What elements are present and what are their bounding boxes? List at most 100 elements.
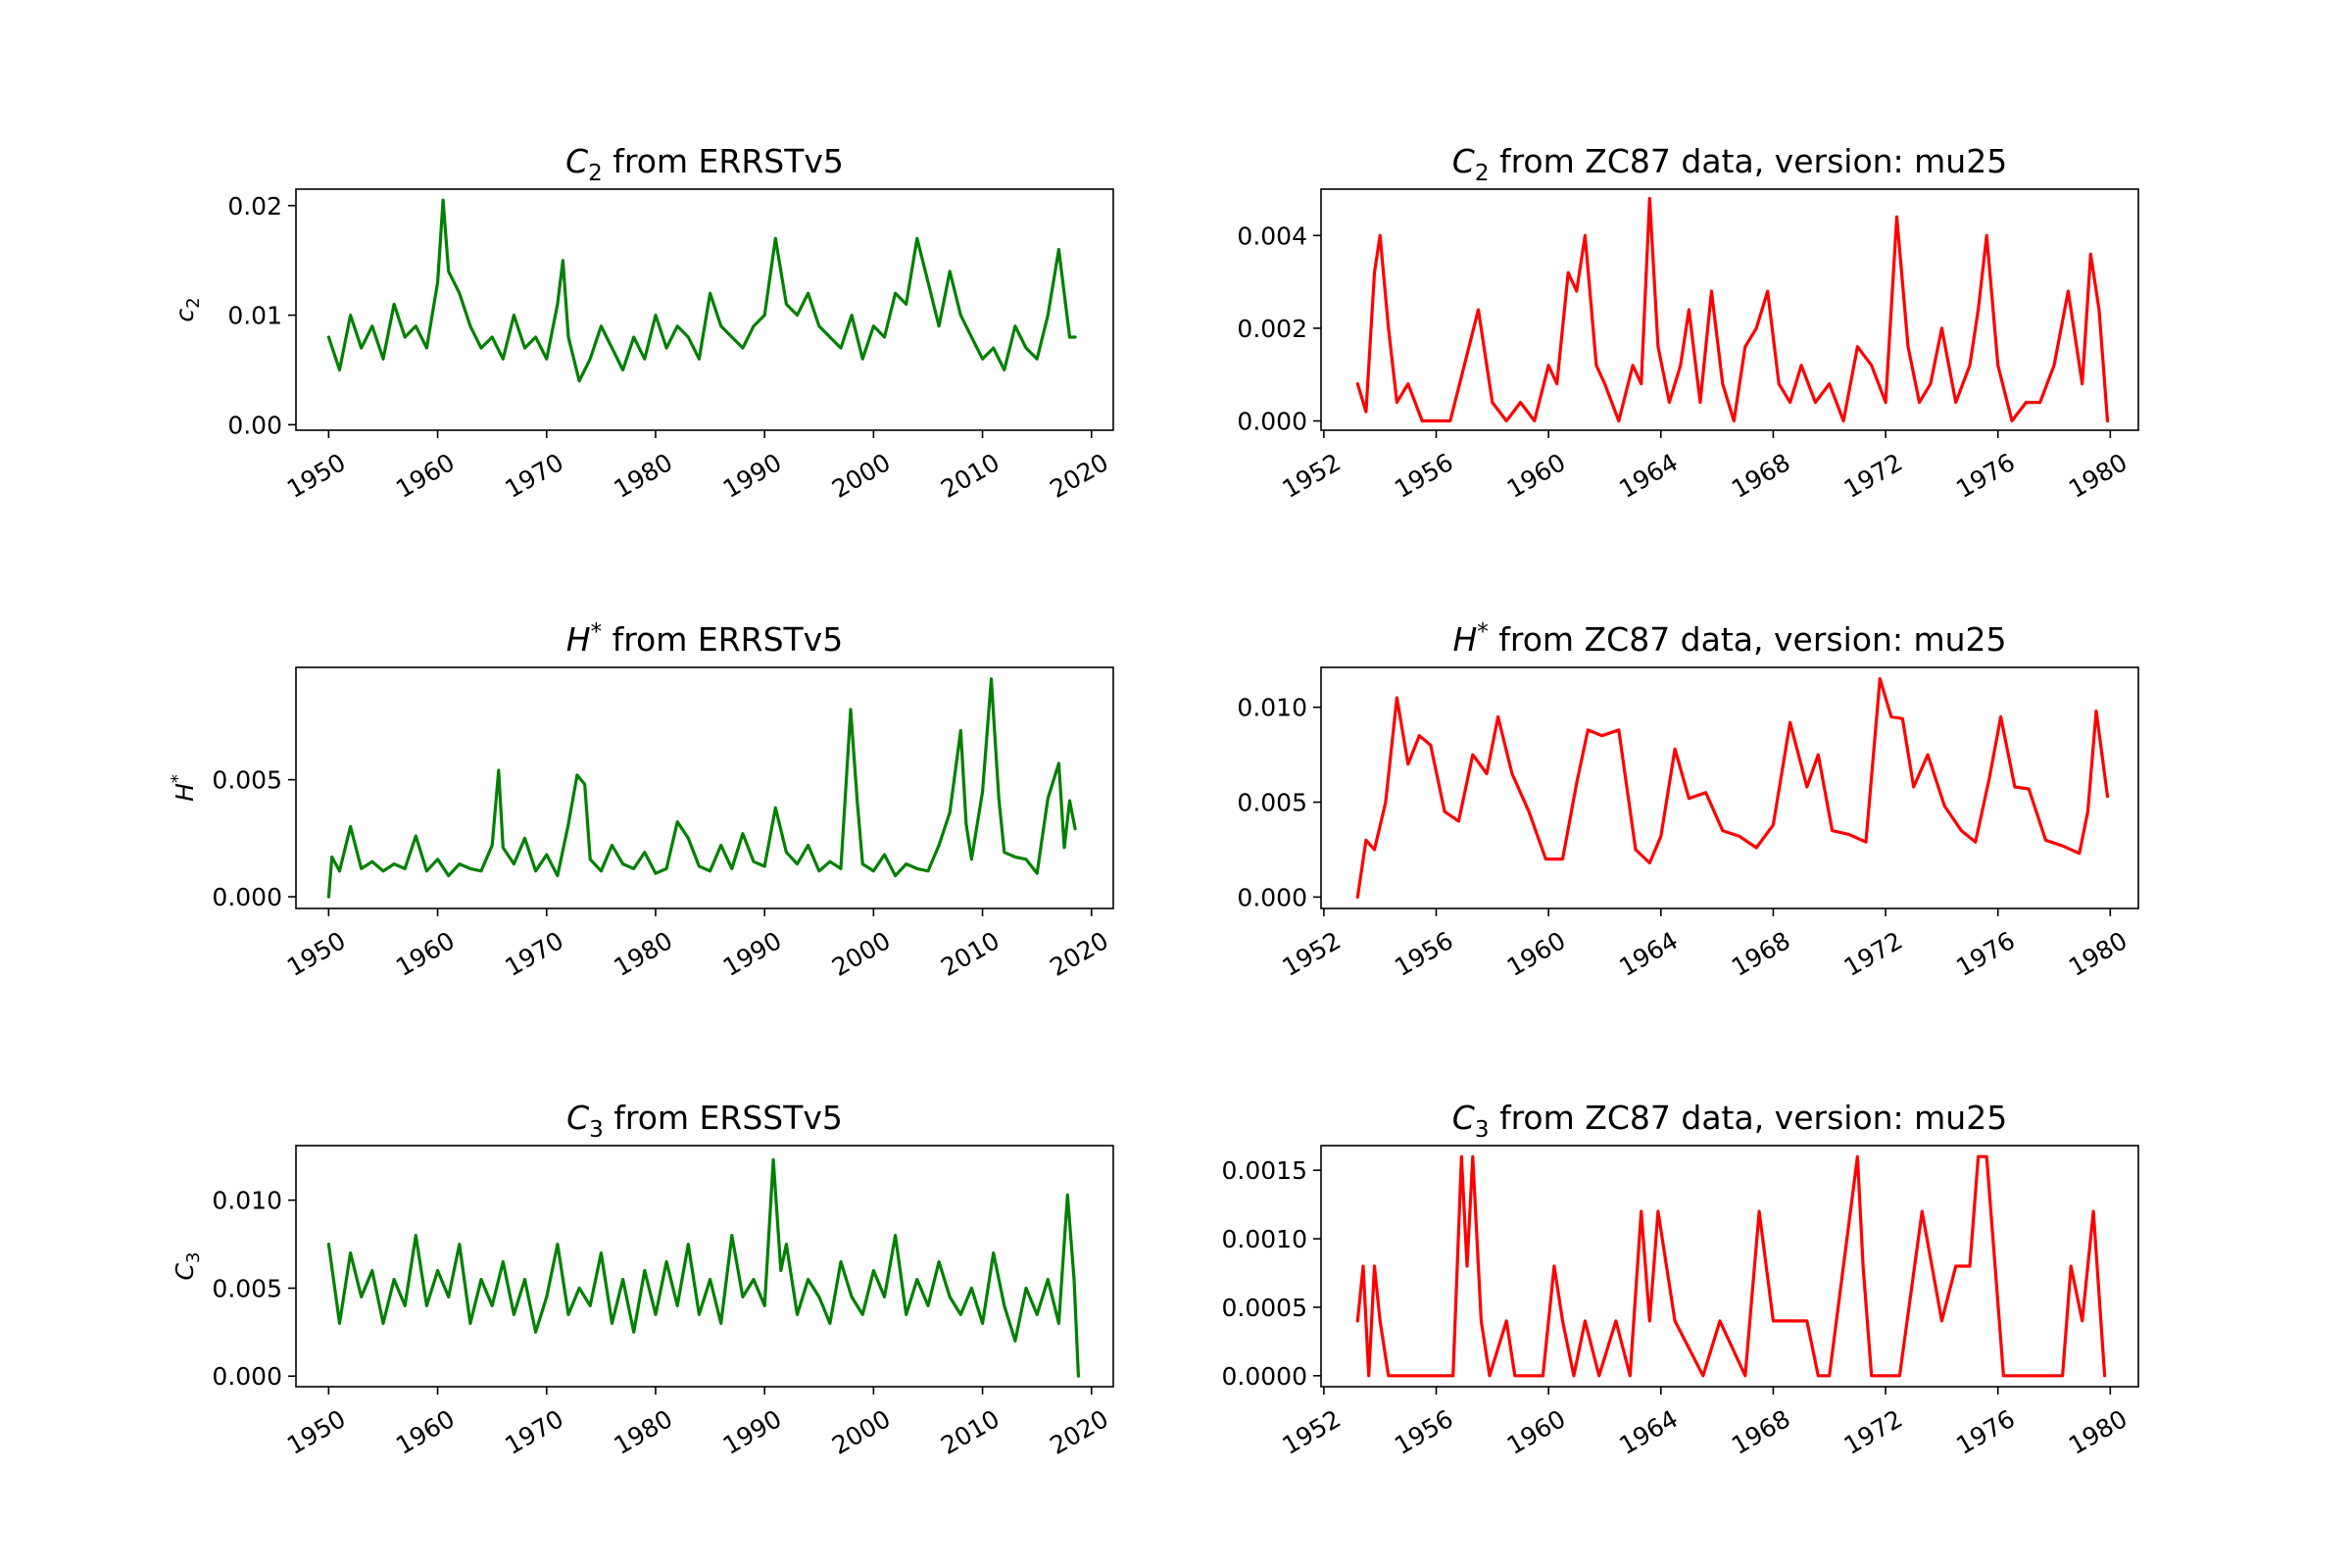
- title-text: from ZC87 data, version: mu25: [1489, 620, 2007, 659]
- x-tick-label: 1972: [1839, 448, 1908, 504]
- y-label-subscript: 3: [183, 1252, 204, 1263]
- x-tick-label: 1950: [282, 926, 351, 982]
- x-tick-label: 1972: [1839, 926, 1908, 982]
- series-line: [1355, 677, 2110, 899]
- x-tick-label: 2010: [936, 1404, 1004, 1460]
- y-tick-label: 0.010: [212, 1187, 282, 1215]
- chart-title: C2 from ZC87 data, version: mu25: [1452, 142, 2007, 186]
- x-tick-label: 1990: [718, 448, 787, 504]
- chart-title: C3 from ERSSTv5: [566, 1099, 843, 1143]
- series-line: [326, 677, 1077, 899]
- y-tick-label: 0.004: [1237, 221, 1307, 250]
- y-tick-label: 0.0000: [1222, 1362, 1307, 1391]
- title-superscript: *: [1477, 619, 1489, 645]
- y-tick-label: 0.002: [1237, 315, 1307, 343]
- x-tick-label: 2020: [1045, 926, 1113, 982]
- panel-2: 1952 1956 1960 1964 1968 1972 1976 1980 0.000 0.0…: [1237, 142, 2139, 504]
- title-text: from ZC87 data, version: mu25: [1489, 142, 2007, 180]
- x-tick-label: 1950: [282, 1404, 351, 1460]
- chart-title: H* from ZC87 data, version: mu25: [1452, 619, 2006, 659]
- x-tick-label: 2020: [1045, 1404, 1113, 1460]
- title-symbol: C: [1452, 1099, 1475, 1137]
- y-label-symbol: H: [171, 783, 199, 802]
- panel-6: 1952 1956 1960 1964 1968 1972 1976 1980 0.0000 0.…: [1222, 1099, 2139, 1460]
- title-text: from ERSSTv5: [604, 1099, 843, 1137]
- y-tick-label: 0.0010: [1222, 1225, 1307, 1253]
- y-tick-label: 0.005: [212, 766, 282, 795]
- x-tick-label: 2020: [1045, 448, 1113, 504]
- y-tick-label: 0.00: [227, 411, 282, 439]
- y-tick-label: 0.0015: [1222, 1156, 1307, 1185]
- y-tick-label: 0.005: [1237, 789, 1307, 817]
- y-tick-label: 0.000: [212, 1362, 282, 1391]
- x-tick-label: 1960: [391, 926, 460, 982]
- x-tick-label: 2000: [827, 448, 896, 504]
- x-tick-label: 1980: [610, 448, 678, 504]
- x-tick-label: 2000: [827, 1404, 896, 1460]
- y-label-symbol: c: [171, 309, 199, 322]
- x-tick-label: 1960: [1502, 926, 1571, 982]
- x-tick-label: 1950: [282, 448, 351, 504]
- series-line: [1355, 196, 2110, 423]
- chart-title: H* from ERRSTv5: [566, 619, 843, 659]
- x-tick-label: 1976: [1951, 926, 2020, 982]
- x-tick-label: 1956: [1390, 1404, 1458, 1460]
- y-label-superscript: *: [168, 774, 188, 783]
- x-tick-label: 1970: [500, 1404, 568, 1460]
- x-tick-label: 2010: [936, 926, 1004, 982]
- y-tick-label: 0.000: [1237, 408, 1307, 436]
- x-tick-label: 2000: [827, 926, 896, 982]
- series-line: [326, 198, 1077, 383]
- x-tick-label: 1976: [1951, 1404, 2020, 1460]
- panel-5: 1950 1960 1970 1980 1990 2000 2010 2020 0.000 0.0…: [171, 1099, 1114, 1460]
- x-tick-label: 1952: [1277, 926, 1346, 982]
- y-label-subscript: 2: [183, 297, 204, 308]
- title-symbol: C: [565, 142, 588, 180]
- y-tick-label: 0.0005: [1222, 1294, 1307, 1322]
- title-subscript: 3: [1475, 1117, 1490, 1143]
- axes-frame: [1320, 1145, 2139, 1388]
- title-symbol: C: [1452, 142, 1475, 180]
- x-tick-label: 1968: [1727, 926, 1795, 982]
- axes-frame: [295, 1145, 1114, 1388]
- x-tick-label: 1964: [1614, 1404, 1683, 1460]
- chart-title: C2 from ERRSTv5: [565, 142, 844, 186]
- y-axis-label: C3: [171, 1252, 204, 1281]
- x-tick-label: 1976: [1951, 448, 2020, 504]
- x-tick-label: 1990: [718, 926, 787, 982]
- x-tick-label: 1970: [500, 926, 568, 982]
- y-tick-label: 0.02: [227, 192, 282, 220]
- x-tick-label: 1956: [1390, 448, 1458, 504]
- chart-title: C3 from ZC87 data, version: mu25: [1452, 1099, 2007, 1143]
- x-tick-label: 1980: [610, 1404, 678, 1460]
- x-tick-label: 1952: [1277, 1404, 1346, 1460]
- x-tick-label: 1960: [1502, 448, 1571, 504]
- y-tick-label: 0.01: [227, 302, 282, 330]
- y-tick-label: 0.000: [1237, 883, 1307, 911]
- title-text: from ERRSTv5: [603, 142, 844, 180]
- x-tick-label: 1972: [1839, 1404, 1908, 1460]
- x-tick-label: 2010: [936, 448, 1004, 504]
- axes-frame: [295, 188, 1114, 431]
- x-tick-label: 1968: [1727, 448, 1795, 504]
- x-tick-label: 1952: [1277, 448, 1346, 504]
- axes-frame: [1320, 666, 2139, 909]
- series-line: [326, 1157, 1080, 1378]
- y-label-symbol: C: [171, 1262, 199, 1280]
- title-superscript: *: [591, 619, 603, 645]
- y-tick-label: 0.000: [212, 883, 282, 911]
- y-tick-label: 0.005: [212, 1274, 282, 1302]
- panel-4: 1952 1956 1960 1964 1968 1972 1976 1980 0.000 0.0…: [1237, 619, 2139, 982]
- x-tick-label: 1956: [1390, 926, 1458, 982]
- x-tick-label: 1964: [1614, 926, 1683, 982]
- title-symbol: H: [566, 620, 591, 659]
- series-line: [1355, 1154, 2107, 1378]
- x-tick-label: 1960: [391, 448, 460, 504]
- y-axis-label: c2: [171, 297, 204, 321]
- title-subscript: 2: [1475, 161, 1490, 186]
- x-tick-label: 1980: [610, 926, 678, 982]
- x-tick-label: 1980: [2064, 926, 2132, 982]
- x-tick-label: 1980: [2064, 448, 2132, 504]
- title-subscript: 2: [588, 161, 603, 186]
